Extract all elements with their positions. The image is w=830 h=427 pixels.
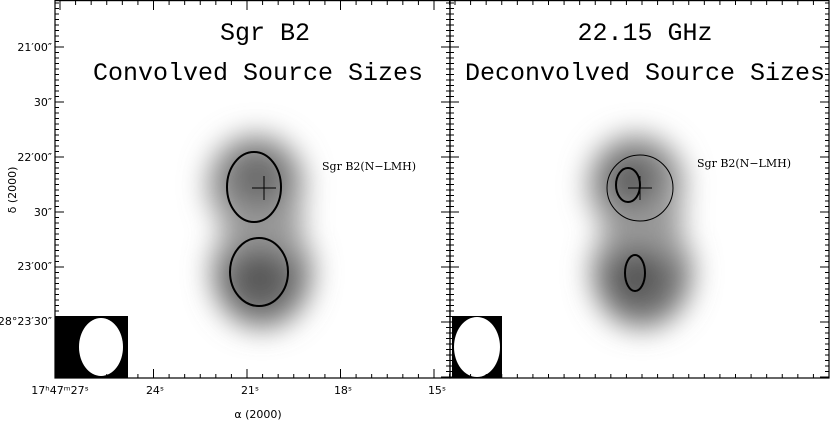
contour: [226, 151, 282, 223]
panel-subtitle: Convolved Source Sizes: [93, 59, 423, 88]
y-axis-label: δ (2000): [6, 167, 19, 214]
beam: [79, 318, 123, 376]
y-tick-label: 30″: [34, 96, 52, 109]
x-tick-label: 15ˢ: [428, 384, 446, 397]
y-tick-label: 30″: [34, 206, 52, 219]
y-tick-label: −28°23′30″: [0, 315, 52, 328]
beam: [454, 317, 500, 377]
x-tick-label: 24ˢ: [146, 384, 164, 397]
emission-left: [208, 135, 312, 328]
contour: [229, 237, 289, 307]
panel-title: 22.15 GHz: [577, 19, 712, 48]
y-tick-label: 21′00″: [17, 41, 52, 54]
x-tick-label: 21ˢ: [241, 384, 259, 397]
source-label: Sgr B2(N−LMH): [697, 157, 791, 170]
x-axis-label: α (2000): [234, 408, 281, 421]
circle: [606, 154, 674, 222]
y-tick-label: 23′00″: [17, 260, 52, 273]
panel-subtitle: Deconvolved Source Sizes: [465, 59, 825, 88]
ticks: [55, 1, 829, 378]
source-label: Sgr B2(N−LMH): [322, 160, 416, 173]
panel-frame: [449, 0, 830, 379]
contour: [624, 254, 646, 292]
x-tick-label: 18ˢ: [334, 384, 352, 397]
y-tick-label: 22′00″: [17, 151, 52, 164]
x-tick-label: 17ʰ47ᵐ27ˢ: [31, 384, 88, 397]
emission-right: [588, 135, 692, 328]
panel-title: Sgr B2: [220, 19, 310, 48]
